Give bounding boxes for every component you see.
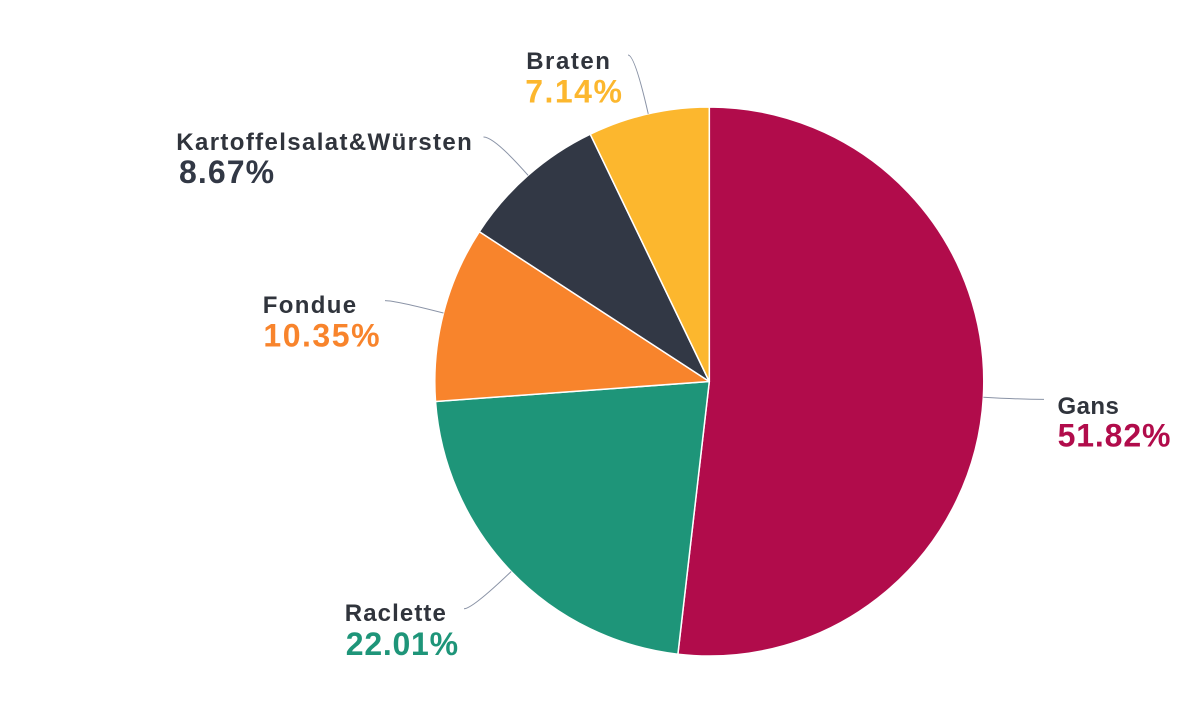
svg-text:Raclette: Raclette xyxy=(345,600,447,627)
svg-text:51.82%: 51.82% xyxy=(1058,418,1172,454)
svg-text:Gans: Gans xyxy=(1058,393,1120,420)
svg-text:7.14%: 7.14% xyxy=(525,74,623,110)
svg-text:8.67%: 8.67% xyxy=(179,154,275,190)
svg-text:Kartoffelsalat&Würsten: Kartoffelsalat&Würsten xyxy=(176,129,473,156)
svg-text:Fondue: Fondue xyxy=(263,292,358,319)
svg-text:22.01%: 22.01% xyxy=(346,626,459,662)
svg-text:10.35%: 10.35% xyxy=(263,318,381,354)
svg-text:Braten: Braten xyxy=(526,48,611,75)
